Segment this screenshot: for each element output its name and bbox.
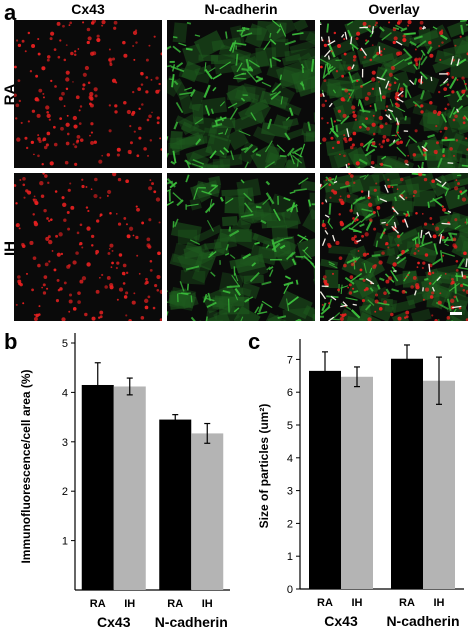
category-label: RA (399, 597, 415, 609)
bar (423, 380, 455, 589)
y-tick-label: 5 (287, 420, 293, 432)
y-tick-label: 1 (62, 536, 68, 548)
panel-c-letter: c (248, 329, 261, 354)
y-tick-label: 1 (287, 551, 293, 563)
micrograph-ra-overlay (320, 20, 468, 168)
bar (391, 358, 423, 589)
micrograph-ra-n-cadherin (167, 20, 315, 168)
category-label: RA (317, 597, 333, 609)
category-label: RA (90, 598, 106, 610)
bar (113, 386, 146, 590)
y-tick-label: 4 (287, 453, 293, 465)
category-label: IH (202, 598, 213, 610)
category-label: IH (434, 597, 445, 609)
y-tick-label: 4 (62, 387, 68, 399)
bar (191, 433, 224, 590)
y-tick-label: 3 (62, 437, 68, 449)
bar (309, 370, 341, 589)
group-label: Cx43 (97, 614, 131, 630)
bar (81, 384, 114, 590)
bar (341, 376, 373, 589)
micrograph-ih-n-cadherin (167, 173, 315, 321)
y-tick-label: 2 (287, 518, 293, 530)
y-tick-label: 2 (62, 486, 68, 498)
micrograph-ih-overlay (320, 173, 468, 321)
y-tick-label: 0 (287, 584, 293, 596)
y-tick-label: 3 (287, 486, 293, 498)
panel-b-letter: b (4, 329, 18, 354)
group-label: Cx43 (324, 613, 358, 629)
y-tick-label: 6 (287, 387, 293, 399)
chart-c: 0 1 2 3 4 5 6 7 Size of particles (um²) RA IH Cx43 R… (257, 339, 464, 629)
column-header-overlay: Overlay (368, 1, 420, 17)
column-header-n-cadherin: N-cadherin (204, 1, 278, 17)
column-header-cx43: Cx43 (71, 1, 105, 17)
micrograph-ra-cx43 (14, 20, 162, 168)
group-label: N-cadherin (386, 613, 459, 629)
bar (159, 419, 192, 590)
y-tick-label: 7 (287, 354, 293, 366)
y-tick-label: 5 (62, 338, 68, 350)
category-label: IH (352, 597, 363, 609)
category-label: IH (124, 598, 135, 610)
y-axis-label: Immunofluorescence/cell area (%) (19, 369, 33, 563)
panel-a-letter: a (4, 0, 17, 25)
scale-bar (450, 312, 462, 315)
category-label: RA (167, 598, 183, 610)
micrograph-ih-cx43 (14, 173, 162, 321)
y-axis-label: Size of particles (um²) (257, 404, 271, 529)
group-label: N-cadherin (155, 614, 228, 630)
chart-b: 1 2 3 4 5 Immunofluorescence/cell area (%) RA I… (19, 333, 230, 630)
